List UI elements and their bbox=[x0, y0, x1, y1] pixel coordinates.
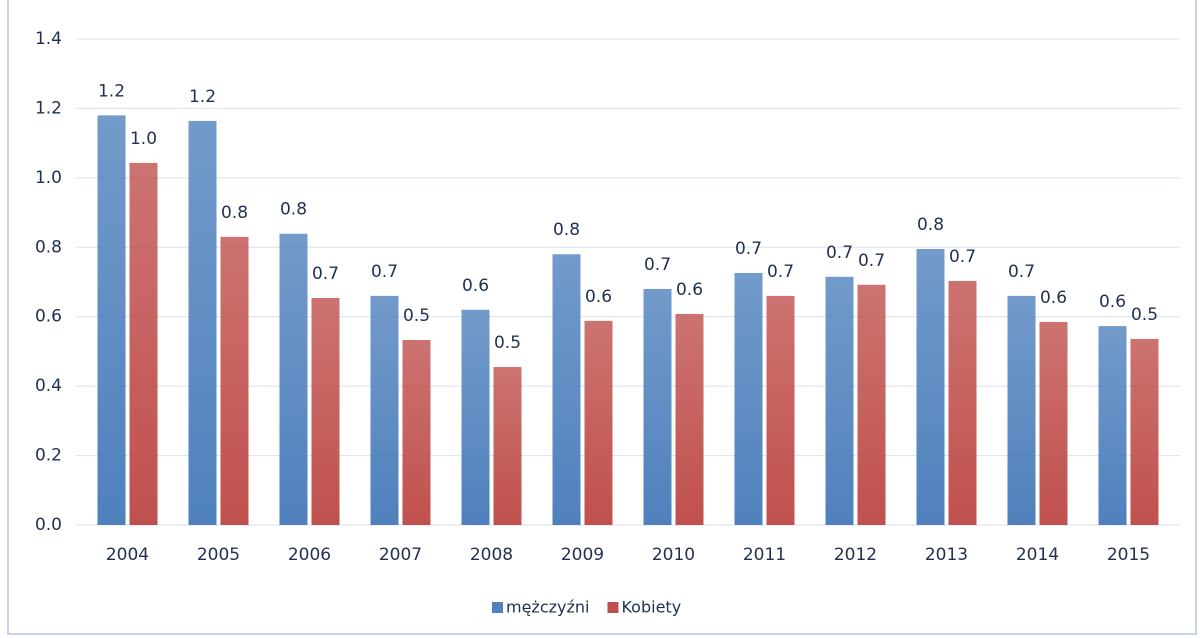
y-tick-label: 0.8 bbox=[35, 237, 62, 257]
x-tick-label: 2009 bbox=[561, 545, 604, 565]
bar bbox=[552, 254, 581, 525]
value-label: 0.6 bbox=[1099, 292, 1126, 312]
value-label: 0.8 bbox=[553, 220, 580, 240]
bar bbox=[643, 288, 672, 525]
x-tick-label: 2005 bbox=[197, 545, 240, 565]
y-tick-label: 0.4 bbox=[35, 376, 62, 396]
legend-swatch bbox=[492, 602, 503, 613]
value-label: 0.6 bbox=[1040, 288, 1067, 308]
y-tick-label: 1.2 bbox=[35, 98, 62, 118]
y-tick-label: 0.2 bbox=[35, 446, 62, 466]
bar bbox=[188, 120, 217, 525]
x-tick-label: 2008 bbox=[470, 545, 513, 565]
x-tick-label: 2006 bbox=[288, 545, 331, 565]
bar bbox=[857, 284, 886, 525]
value-label: 0.7 bbox=[858, 251, 885, 271]
bar bbox=[584, 320, 613, 525]
bar bbox=[1130, 338, 1159, 525]
value-label: 1.0 bbox=[130, 129, 157, 149]
legend-swatch bbox=[607, 602, 619, 613]
x-tick-label: 2004 bbox=[106, 545, 149, 565]
value-label: 0.7 bbox=[735, 239, 762, 259]
bar bbox=[734, 272, 763, 525]
bar bbox=[493, 367, 522, 525]
value-label: 0.8 bbox=[280, 200, 307, 220]
bar bbox=[402, 339, 431, 525]
value-label: 0.7 bbox=[312, 264, 339, 284]
legend-label: mężczyźni bbox=[506, 598, 589, 617]
bar bbox=[766, 295, 795, 525]
value-label: 1.2 bbox=[189, 87, 216, 107]
value-label: 0.7 bbox=[826, 243, 853, 263]
y-tick-label: 0.0 bbox=[35, 515, 62, 535]
chart-frame bbox=[7, 0, 1197, 635]
bar bbox=[1039, 321, 1068, 525]
value-label: 0.8 bbox=[221, 203, 248, 223]
bar bbox=[97, 115, 126, 525]
x-tick-label: 2013 bbox=[925, 545, 968, 565]
bar bbox=[311, 297, 340, 525]
bar bbox=[825, 276, 854, 525]
bar bbox=[370, 295, 399, 525]
value-label: 0.6 bbox=[585, 287, 612, 307]
x-tick-label: 2014 bbox=[1016, 545, 1059, 565]
value-label: 0.8 bbox=[917, 215, 944, 235]
bar bbox=[461, 309, 490, 525]
value-label: 1.2 bbox=[98, 81, 125, 101]
value-label: 0.7 bbox=[644, 255, 671, 275]
value-label: 0.5 bbox=[1131, 305, 1158, 325]
legend-label: Kobiety bbox=[621, 598, 681, 617]
bar bbox=[916, 249, 945, 525]
bar bbox=[129, 162, 158, 525]
value-label: 0.7 bbox=[371, 262, 398, 282]
x-tick-label: 2007 bbox=[379, 545, 422, 565]
value-label: 0.5 bbox=[494, 333, 521, 353]
x-tick-label: 2011 bbox=[743, 545, 786, 565]
bar bbox=[948, 280, 977, 525]
value-label: 0.6 bbox=[676, 280, 703, 300]
x-tick-label: 2012 bbox=[834, 545, 877, 565]
bar bbox=[279, 233, 308, 526]
value-label: 0.5 bbox=[403, 306, 430, 326]
value-label: 0.7 bbox=[767, 262, 794, 282]
bar bbox=[1007, 295, 1036, 525]
y-tick-label: 1.0 bbox=[35, 168, 62, 188]
value-label: 0.6 bbox=[462, 276, 489, 296]
bar bbox=[1098, 326, 1127, 525]
bar bbox=[675, 313, 704, 525]
y-tick-label: 0.6 bbox=[35, 307, 62, 327]
x-tick-label: 2010 bbox=[652, 545, 695, 565]
y-tick-label: 1.4 bbox=[35, 29, 62, 49]
value-label: 0.7 bbox=[1008, 262, 1035, 282]
x-tick-label: 2015 bbox=[1107, 545, 1150, 565]
bar bbox=[220, 236, 249, 525]
value-label: 0.7 bbox=[949, 247, 976, 267]
